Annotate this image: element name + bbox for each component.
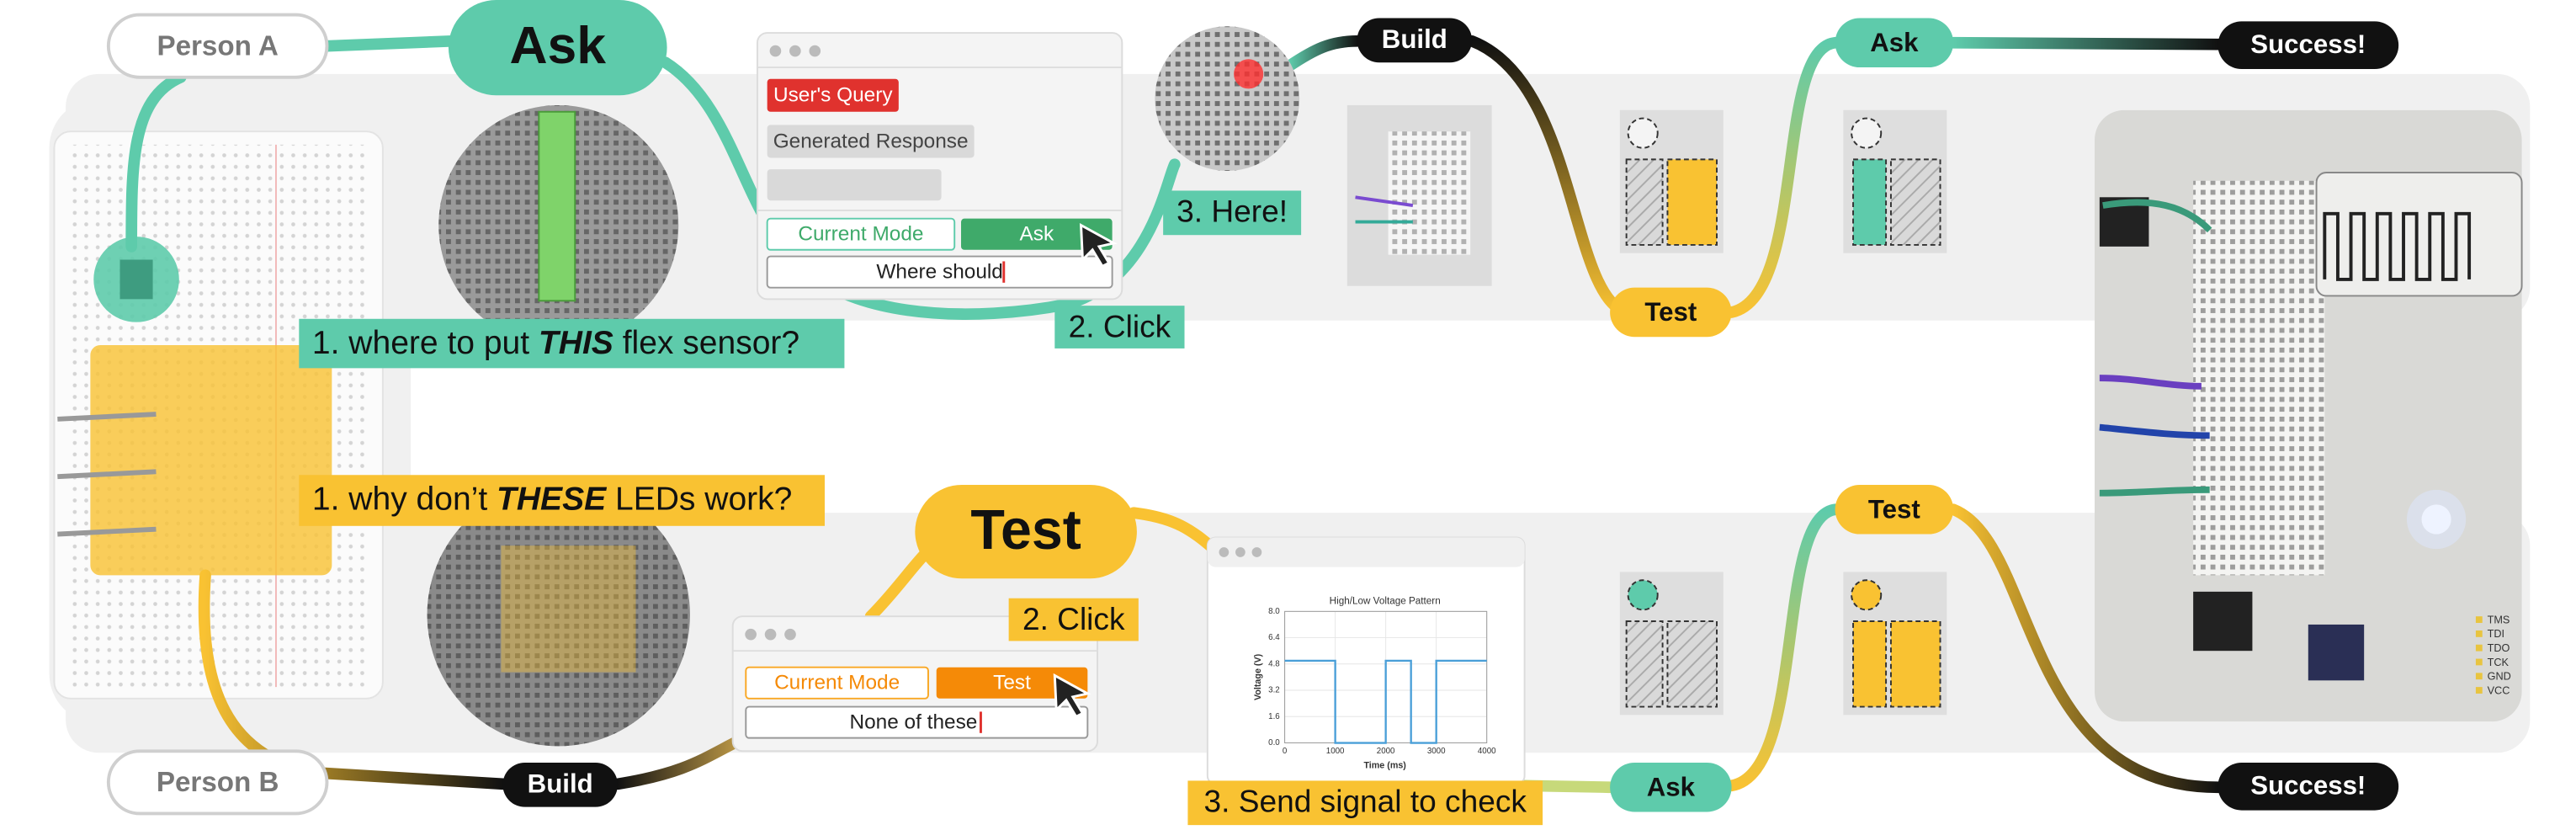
input[interactable]	[766, 255, 1113, 289]
step-label: Ask	[1647, 772, 1696, 801]
x-tick-label: 3000	[1427, 747, 1446, 756]
ui-window: Current Mode Test None of these	[731, 615, 1099, 753]
step-label: Build	[528, 769, 593, 799]
y-tick-label: 4.8	[1268, 659, 1280, 668]
pin-label: TDO	[2488, 642, 2510, 654]
step-label: Test	[1868, 494, 1920, 524]
step-build: Build	[502, 762, 619, 807]
mode-button[interactable]	[936, 667, 1088, 699]
click-top: 2. Click	[1054, 306, 1185, 348]
status-card	[1619, 109, 1724, 253]
pin-label: TMS	[2488, 614, 2510, 625]
tag: User's Query	[773, 84, 893, 107]
ui-window: User's Query Generated Response Current …	[756, 32, 1123, 301]
x-tick-label: 1000	[1326, 747, 1345, 756]
text: flex sensor?	[613, 325, 799, 361]
chart-title: High/Low Voltage Pattern	[1330, 596, 1441, 607]
ask-bubble: Ask	[448, 0, 667, 96]
y-tick-label: 1.6	[1268, 712, 1280, 721]
pin-label: TDI	[2488, 628, 2504, 640]
y-axis-label: Voltage (V)	[1253, 653, 1263, 700]
input-text[interactable]: Where should	[876, 261, 1002, 284]
text: 1. why don’t	[312, 482, 497, 518]
y-tick-label: 8.0	[1268, 607, 1280, 616]
bubble-label: Ask	[509, 16, 606, 75]
photo	[1155, 26, 1300, 172]
status-card	[1619, 572, 1724, 716]
x-tick-label: 2000	[1377, 747, 1395, 756]
mode-label: Current Mode	[774, 672, 900, 694]
question-top: 1. where to put THIS flex sensor?	[299, 318, 845, 369]
button-label[interactable]: Test	[993, 672, 1031, 694]
pin-marker	[2475, 673, 2483, 680]
step-test: Test	[1610, 287, 1732, 338]
step-label: 2. Click	[1069, 308, 1171, 343]
step-build: Build	[1357, 18, 1473, 63]
person-label: Person B	[157, 767, 279, 798]
y-tick-label: 0.0	[1268, 738, 1280, 748]
pin-marker	[2475, 616, 2483, 623]
photo	[1346, 104, 1492, 286]
step-label: Ask	[1870, 28, 1919, 57]
test-bubble: Test	[915, 484, 1137, 579]
bubble-label: Test	[970, 499, 1081, 561]
status-card	[1843, 109, 1947, 253]
question: 1. why don’t THESE LEDs work?	[312, 482, 792, 518]
x-axis-label: Time (ms)	[1363, 761, 1406, 771]
y-tick-label: 3.2	[1268, 686, 1280, 695]
success-bottom: Success!	[2217, 762, 2399, 811]
person-a: Person A	[106, 13, 329, 79]
person-label: Person A	[157, 30, 278, 61]
result-label: Success!	[2250, 29, 2366, 59]
x-tick-label: 4000	[1478, 747, 1496, 756]
chart-window: High/Low Voltage Pattern Time (ms) Volta…	[1206, 536, 1526, 785]
pin-marker	[2475, 687, 2483, 694]
tag: Generated Response	[773, 130, 969, 152]
step-label: 3. Here!	[1176, 194, 1288, 229]
pin-label: GND	[2488, 671, 2511, 683]
pin-marker	[2475, 630, 2483, 637]
voltage-line	[1284, 659, 1487, 744]
step-label: Test	[1644, 297, 1697, 327]
emphasis: THESE	[497, 482, 607, 518]
step-ask: Ask	[1835, 18, 1954, 68]
input-text[interactable]: None of these	[849, 711, 977, 734]
step-ask: Ask	[1610, 762, 1732, 812]
person-b: Person B	[106, 749, 329, 816]
pin-marker	[2475, 658, 2483, 666]
emphasis: THIS	[539, 325, 613, 361]
status-card	[1843, 572, 1947, 716]
step-label: 2. Click	[1022, 601, 1125, 636]
x-tick-label: 0	[1283, 747, 1288, 756]
mode-label: Current Mode	[798, 223, 923, 246]
check-label: 3. Send signal to check	[1187, 780, 1543, 826]
step-label: Build	[1382, 24, 1447, 54]
step-label: 3. Send signal to check	[1204, 784, 1527, 819]
photo	[438, 104, 679, 346]
text: LEDs work?	[606, 482, 792, 518]
result-label: Success!	[2250, 770, 2366, 800]
input[interactable]	[745, 705, 1089, 739]
photo	[427, 483, 690, 747]
step-test: Test	[1835, 484, 1954, 535]
question-bottom: 1. why don’t THESE LEDs work?	[299, 475, 825, 526]
pin-label: VCC	[2488, 684, 2510, 696]
pin-label: TCK	[2488, 657, 2510, 668]
click-bottom: 2. Click	[1008, 598, 1139, 641]
success-top: Success!	[2217, 21, 2399, 70]
text: 1. where to put	[312, 325, 539, 361]
button-label[interactable]: Ask	[1019, 223, 1054, 246]
mode-button[interactable]	[961, 218, 1113, 250]
pin-marker	[2475, 644, 2483, 652]
question: 1. where to put THIS flex sensor?	[312, 325, 799, 361]
y-tick-label: 6.4	[1268, 633, 1280, 642]
here-label: 3. Here!	[1163, 190, 1302, 236]
breadboard	[53, 130, 384, 700]
